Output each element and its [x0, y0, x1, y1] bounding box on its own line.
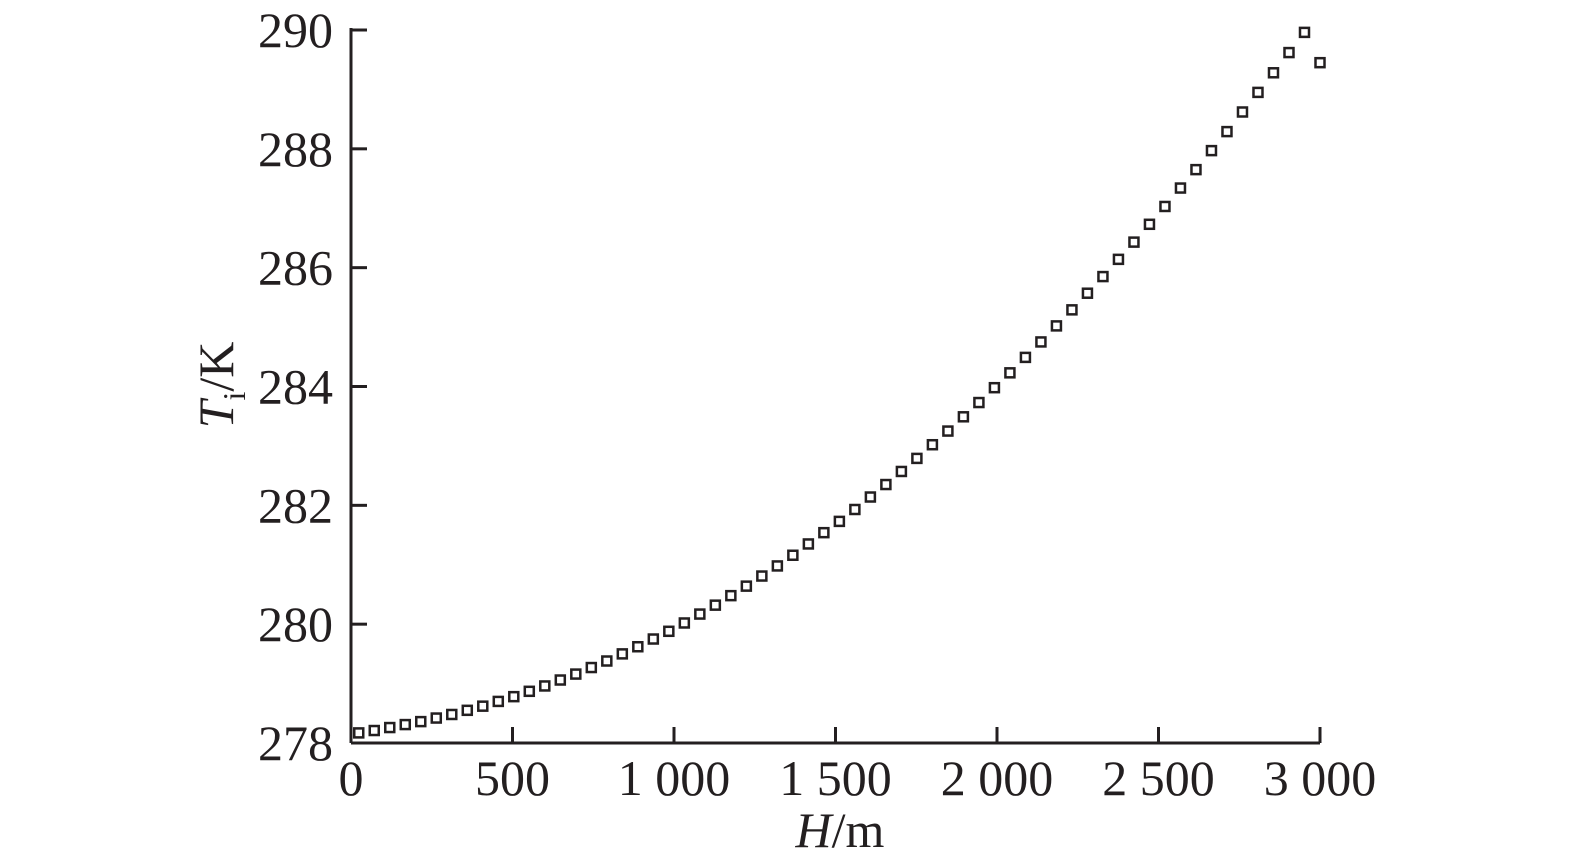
data-point	[1159, 200, 1171, 213]
data-point	[616, 648, 629, 660]
data-point	[632, 640, 644, 653]
data-point	[725, 589, 737, 602]
data-point	[663, 625, 675, 638]
y-axis-ticks: 278 280 282 284 286 288 290	[258, 2, 367, 771]
x-tick-label: 2 000	[941, 750, 1054, 806]
data-point	[849, 503, 861, 516]
data-point	[1128, 236, 1140, 248]
data-point	[818, 526, 830, 539]
x-tick-label: 3 000	[1264, 750, 1377, 806]
x-tick-label: 0	[339, 750, 364, 806]
data-point	[864, 491, 877, 503]
data-point	[1236, 106, 1249, 118]
data-point	[539, 680, 551, 692]
data-point	[694, 608, 706, 620]
data-point	[353, 727, 365, 739]
y-tick-label: 284	[258, 359, 333, 415]
y-tick-label: 286	[258, 240, 333, 296]
data-point	[1081, 287, 1094, 299]
data-point	[492, 695, 505, 708]
data-point	[461, 704, 474, 717]
x-tick-label: 2 500	[1102, 750, 1215, 806]
data-point	[1252, 86, 1264, 99]
data-point	[678, 617, 691, 629]
data-point	[585, 661, 598, 674]
data-point	[477, 700, 489, 712]
data-point	[709, 599, 722, 611]
x-tick-label: 1 000	[618, 750, 731, 806]
y-tick-label: 288	[258, 121, 333, 177]
data-point	[988, 381, 1001, 394]
data-point	[1097, 270, 1109, 283]
data-point	[740, 580, 753, 592]
data-point	[1283, 46, 1295, 59]
data-point	[1143, 218, 1156, 231]
data-point	[523, 685, 536, 698]
data-point	[1298, 26, 1311, 39]
y-tick-label: 282	[258, 477, 333, 533]
x-tick-label: 500	[475, 750, 550, 806]
data-point	[833, 515, 846, 528]
data-point	[399, 718, 412, 731]
data-point	[895, 465, 908, 478]
y-axis-unit: /K	[188, 342, 244, 392]
data-point	[802, 538, 815, 550]
y-axis-title: Ti/K	[188, 342, 252, 429]
data-point	[1035, 336, 1047, 348]
data-point	[1314, 56, 1326, 69]
data-point	[1221, 125, 1233, 138]
data-point	[1267, 67, 1280, 79]
x-tick-label: 1 500	[779, 750, 892, 806]
data-point	[554, 674, 567, 686]
y-axis-subscript: i	[216, 392, 252, 401]
data-point	[415, 715, 427, 728]
data-point	[942, 425, 954, 437]
x-axis-title: H/m	[795, 802, 885, 858]
data-point	[957, 411, 970, 423]
data-point	[570, 668, 582, 680]
data-point	[926, 438, 939, 451]
data-point	[430, 712, 443, 724]
data-point	[1066, 304, 1078, 316]
data-point	[1050, 320, 1063, 332]
data-point	[384, 721, 396, 734]
data-point	[1112, 253, 1125, 266]
data-points	[353, 26, 1326, 739]
x-axis-var: H	[795, 802, 835, 858]
y-tick-label: 278	[258, 715, 333, 771]
data-point	[1190, 163, 1202, 176]
data-point	[771, 560, 784, 572]
y-tick-label: 290	[258, 2, 333, 58]
data-point	[446, 708, 458, 721]
data-point	[647, 633, 660, 645]
data-point	[508, 690, 520, 703]
data-point	[787, 549, 799, 561]
data-point	[1004, 367, 1016, 379]
data-point	[1019, 351, 1032, 364]
data-point	[1174, 182, 1187, 194]
data-point	[368, 724, 381, 737]
data-point	[1205, 144, 1218, 157]
y-tick-label: 280	[258, 596, 333, 652]
data-point	[911, 452, 923, 465]
x-axis-ticks: 0 500 1 000 1 500 2 000 2 500 3 000	[339, 727, 1377, 806]
x-axis-unit: /m	[832, 802, 885, 858]
y-axis-var: T	[188, 397, 244, 428]
data-point	[756, 570, 768, 582]
data-point	[601, 655, 613, 667]
data-point	[973, 396, 985, 409]
data-point	[880, 478, 892, 491]
